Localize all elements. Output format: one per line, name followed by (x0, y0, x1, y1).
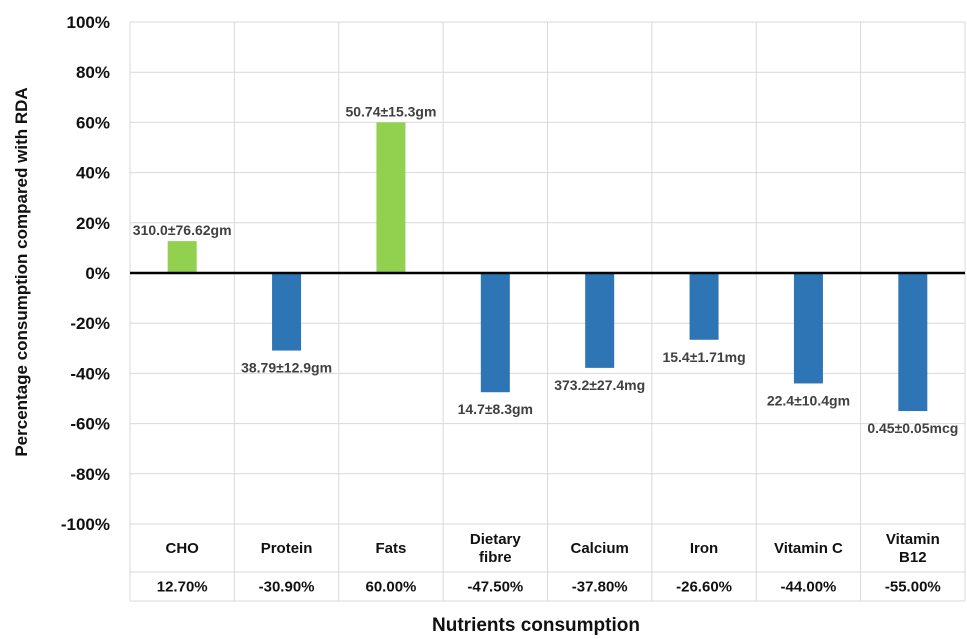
data-labels: 310.0±76.62gm 38.79±12.9gm 50.74±15.3gm 14.… (133, 103, 958, 436)
y-tick-label: 40% (76, 164, 110, 183)
bar (793, 273, 823, 384)
y-tick-label: -100% (61, 515, 110, 534)
category-label: Dietary (470, 531, 522, 548)
percent-value: 12.70% (157, 579, 208, 596)
y-tick-label: -60% (70, 415, 110, 434)
category-label: fibre (479, 549, 512, 566)
y-tick-label: -40% (70, 364, 110, 383)
bar (585, 273, 615, 368)
percent-value: -30.90% (259, 579, 315, 596)
y-tick-label: -80% (70, 465, 110, 484)
category-label: Vitamin (886, 531, 940, 548)
bar (167, 241, 197, 273)
category-label: Vitamin C (774, 540, 843, 557)
data-label: 50.74±15.3gm (345, 103, 436, 119)
category-label: Protein (261, 540, 313, 557)
y-tick-label: 100% (67, 13, 110, 32)
category-label: Calcium (571, 540, 629, 557)
y-tick-label: 80% (76, 63, 110, 82)
category-label: Fats (376, 540, 407, 557)
y-axis-label: Percentage consumption compared with RDA (12, 87, 31, 456)
data-label: 14.7±8.3gm (458, 401, 533, 417)
y-tick-labels: 100% 80% 60% 40% 20% 0% -20% -40% -60% -80% -100% (61, 13, 110, 534)
y-tick-label: 60% (76, 113, 110, 132)
category-label: B12 (899, 549, 927, 566)
data-label: 22.4±10.4gm (767, 392, 850, 408)
percent-table-values: 12.70% -30.90% 60.00% -47.50% -37.80% -26.60%… (157, 579, 941, 596)
bar (898, 273, 928, 412)
data-label: 38.79±12.9gm (241, 360, 332, 376)
percent-value: -37.80% (572, 579, 628, 596)
category-label: Iron (690, 540, 718, 557)
data-label: 310.0±76.62gm (133, 222, 232, 238)
data-label: 15.4±1.71mg (662, 349, 745, 365)
data-label: 373.2±27.4mg (554, 377, 645, 393)
percent-value: 60.00% (366, 579, 417, 596)
percent-value: -26.60% (676, 579, 732, 596)
bar (689, 273, 719, 340)
category-label: CHO (166, 540, 200, 557)
y-tick-label: 20% (76, 214, 110, 233)
y-tick-label: -20% (70, 314, 110, 333)
grid-lines (129, 21, 966, 602)
bar (480, 273, 510, 393)
y-tick-label: 0% (85, 264, 110, 283)
data-label: 0.45±0.05mcg (867, 420, 958, 436)
bar (272, 273, 302, 351)
bars (167, 122, 928, 412)
percent-value: -47.50% (467, 579, 523, 596)
percent-value: -44.00% (781, 579, 837, 596)
x-axis-label: Nutrients consumption (432, 615, 640, 636)
percent-value: -55.00% (885, 579, 941, 596)
bar (376, 122, 406, 274)
